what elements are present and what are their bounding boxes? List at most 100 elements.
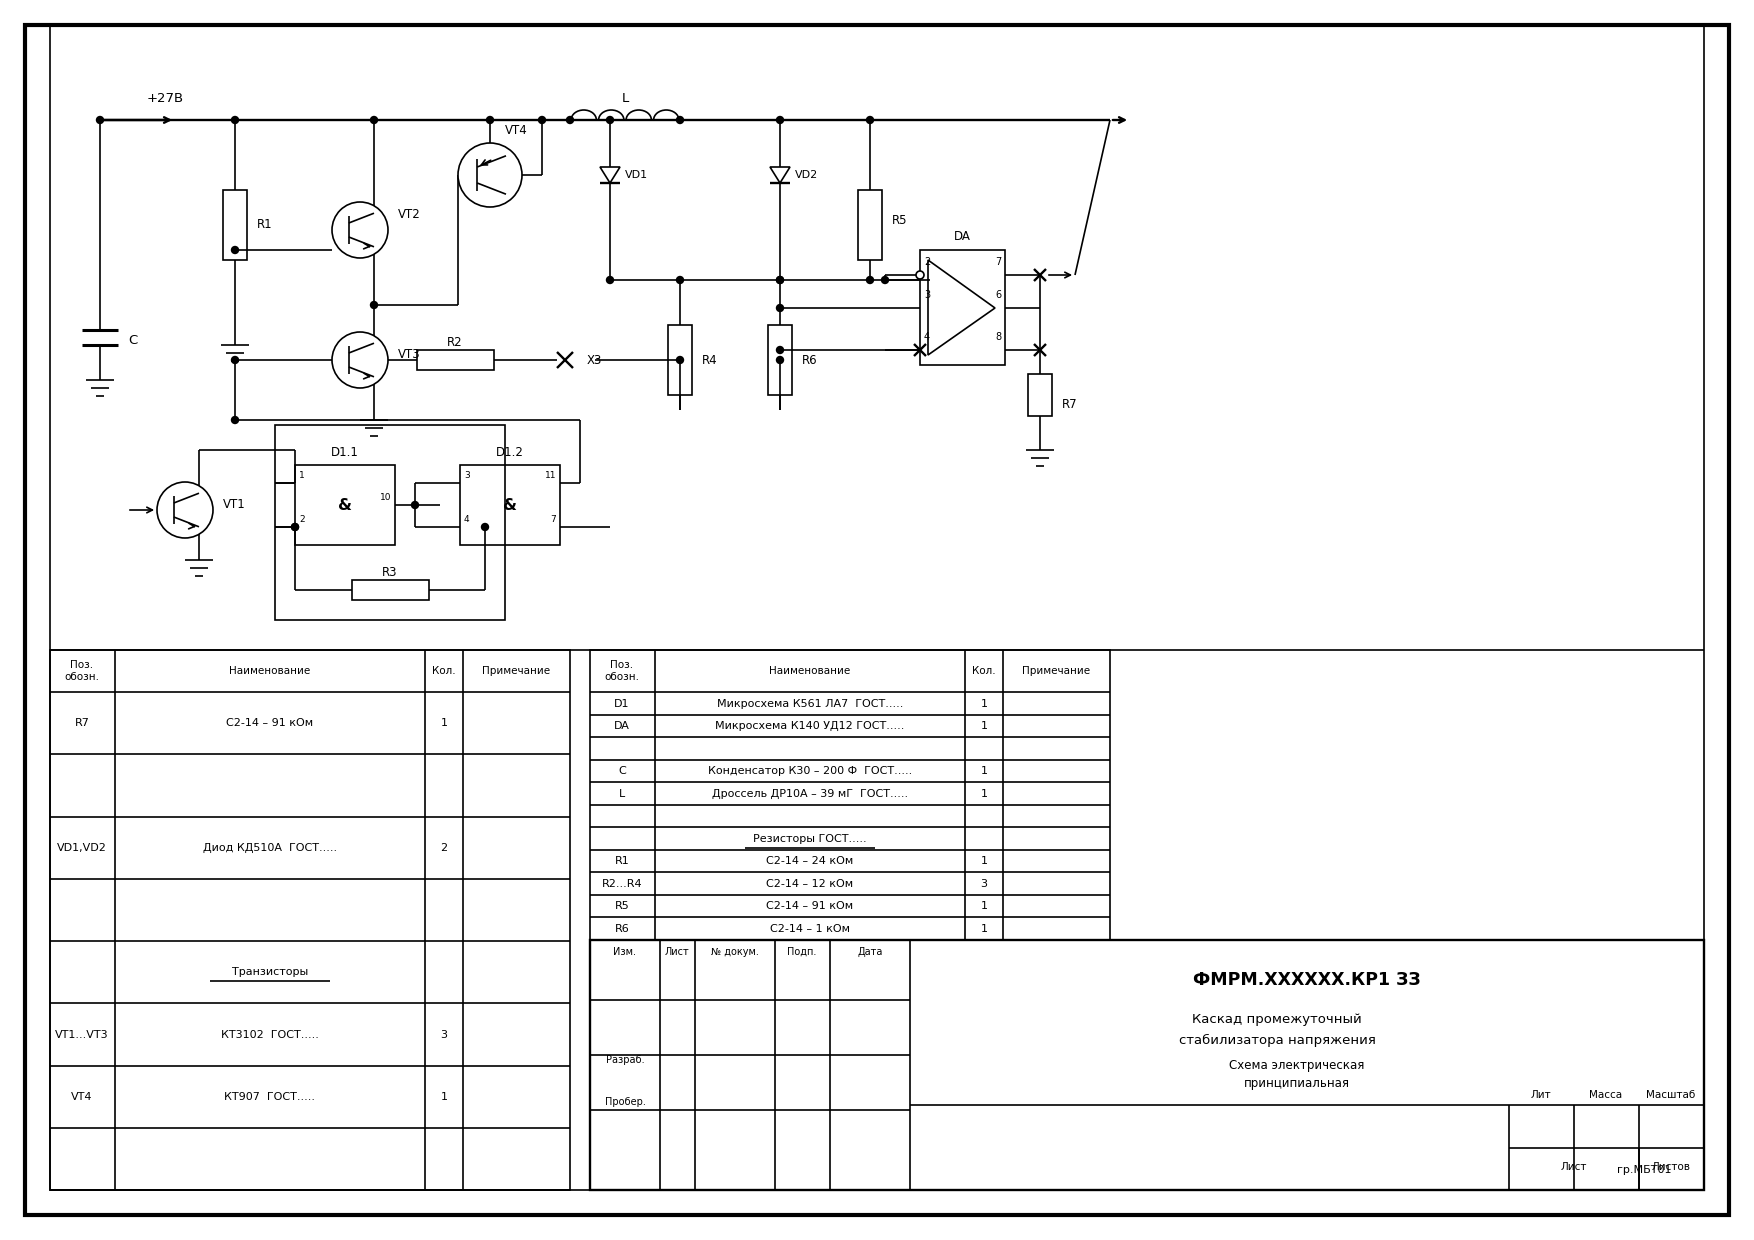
Text: R6: R6	[802, 353, 817, 367]
Text: 1: 1	[440, 1091, 447, 1102]
Text: Лист: Лист	[665, 947, 689, 957]
Text: Дроссель ДР10А – 39 мГ  ГОСТ.....: Дроссель ДР10А – 39 мГ ГОСТ.....	[712, 789, 909, 799]
Text: R5: R5	[893, 213, 907, 227]
Circle shape	[232, 357, 239, 363]
Circle shape	[291, 523, 298, 531]
Circle shape	[882, 277, 889, 284]
Text: стабилизатора напряжения: стабилизатора напряжения	[1179, 1033, 1375, 1047]
Text: 3: 3	[440, 1029, 447, 1039]
Text: VT4: VT4	[72, 1091, 93, 1102]
Text: Транзисторы: Транзисторы	[232, 967, 309, 977]
Text: +27В: +27В	[146, 92, 184, 104]
Text: &: &	[339, 497, 353, 512]
Text: 2: 2	[298, 515, 305, 525]
Circle shape	[486, 117, 493, 124]
Circle shape	[916, 272, 924, 279]
Text: 1: 1	[980, 722, 988, 732]
Text: R3: R3	[382, 565, 398, 579]
Circle shape	[232, 417, 239, 424]
Text: Масса: Масса	[1589, 1090, 1622, 1100]
Bar	[51, 650, 570, 1190]
Text: С2-14 – 12 кОм: С2-14 – 12 кОм	[766, 879, 854, 889]
Text: Лит: Лит	[1531, 1090, 1551, 1100]
Circle shape	[370, 301, 377, 309]
Text: D1.2: D1.2	[496, 446, 524, 460]
Text: гр.МБТ01: гр.МБТ01	[1617, 1166, 1672, 1176]
Polygon shape	[770, 167, 789, 184]
Circle shape	[777, 117, 784, 124]
Text: 3: 3	[980, 879, 988, 889]
Bar	[223, 190, 247, 260]
Text: Примечание: Примечание	[482, 666, 551, 676]
Text: L: L	[619, 789, 624, 799]
Circle shape	[458, 143, 523, 207]
Text: Диод КД510А  ГОСТ.....: Диод КД510А ГОСТ.....	[203, 843, 337, 853]
Text: R6: R6	[614, 924, 630, 934]
Circle shape	[291, 523, 298, 531]
Text: 1: 1	[980, 901, 988, 911]
Circle shape	[607, 117, 614, 124]
Text: Резисторы ГОСТ.....: Резисторы ГОСТ.....	[752, 833, 866, 843]
Bar	[668, 325, 693, 396]
Text: VT1: VT1	[223, 498, 246, 511]
Circle shape	[607, 277, 614, 284]
Text: 11: 11	[544, 471, 556, 480]
Text: 7: 7	[551, 515, 556, 525]
Text: 2: 2	[924, 257, 930, 267]
Text: VD2: VD2	[795, 170, 819, 180]
Text: R7: R7	[75, 718, 89, 728]
Text: Микросхема К561 ЛА7  ГОСТ.....: Микросхема К561 ЛА7 ГОСТ.....	[717, 698, 903, 708]
Text: № докум.: № докум.	[710, 947, 759, 957]
Text: ФМРМ.XXXXXX.КР1 ЗЗ: ФМРМ.XXXXXX.КР1 ЗЗ	[1193, 971, 1421, 990]
Text: DA: DA	[614, 722, 630, 732]
Text: VT4: VT4	[505, 124, 528, 136]
Text: VT1...VT3: VT1...VT3	[54, 1029, 109, 1039]
Text: D1.1: D1.1	[332, 446, 360, 460]
Text: Подп.: Подп.	[788, 947, 817, 957]
Text: 1: 1	[980, 698, 988, 708]
Text: С2-14 – 91 кОм: С2-14 – 91 кОм	[766, 901, 854, 911]
Text: R1: R1	[258, 218, 272, 232]
Text: R4: R4	[702, 353, 717, 367]
Text: &: &	[503, 497, 517, 512]
Text: 1: 1	[980, 924, 988, 934]
Circle shape	[232, 117, 239, 124]
Circle shape	[677, 117, 684, 124]
Text: 8: 8	[995, 332, 1002, 342]
Text: Кол.: Кол.	[972, 666, 996, 676]
Text: R1: R1	[614, 857, 630, 867]
Bar	[460, 465, 560, 546]
Bar	[589, 650, 1110, 940]
Text: 3: 3	[465, 471, 470, 480]
Text: Примечание: Примечание	[1023, 666, 1089, 676]
Circle shape	[232, 247, 239, 253]
Text: 4: 4	[924, 332, 930, 342]
Text: С2-14 – 1 кОм: С2-14 – 1 кОм	[770, 924, 851, 934]
Text: L: L	[621, 92, 628, 104]
Bar	[768, 325, 793, 396]
Text: C: C	[128, 334, 137, 346]
Text: принципиальная: принципиальная	[1244, 1076, 1351, 1090]
Text: Листов: Листов	[1652, 1162, 1691, 1172]
Circle shape	[482, 523, 489, 531]
Bar	[858, 190, 882, 260]
Circle shape	[96, 117, 103, 124]
Text: D1: D1	[614, 698, 630, 708]
Text: Дата: Дата	[858, 947, 882, 957]
Text: VT3: VT3	[398, 348, 421, 362]
Bar	[921, 250, 1005, 365]
Text: 1: 1	[980, 789, 988, 799]
Text: 1: 1	[440, 718, 447, 728]
Text: VD1: VD1	[624, 170, 649, 180]
Text: Микросхема К140 УД12 ГОСТ.....: Микросхема К140 УД12 ГОСТ.....	[716, 722, 905, 732]
Text: Масштаб: Масштаб	[1647, 1090, 1696, 1100]
Text: C: C	[617, 766, 626, 776]
Text: R5: R5	[614, 901, 630, 911]
Circle shape	[677, 277, 684, 284]
Bar	[1028, 374, 1052, 415]
Text: VD1,VD2: VD1,VD2	[58, 843, 107, 853]
Text: R2: R2	[447, 336, 463, 348]
Circle shape	[538, 117, 545, 124]
Text: Каскад промежуточный: Каскад промежуточный	[1193, 1013, 1361, 1027]
Text: Кол.: Кол.	[431, 666, 456, 676]
